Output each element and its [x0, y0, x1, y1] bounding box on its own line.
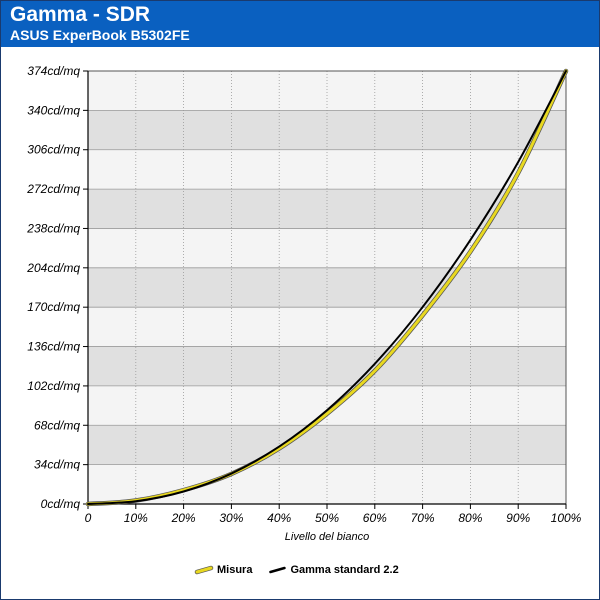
x-tick-label: 30%	[219, 511, 243, 525]
chart-header: Gamma - SDR ASUS ExperBook B5302FE	[1, 1, 599, 47]
y-tick-label: 374cd/mq	[27, 64, 80, 78]
x-tick-labels: 0 10% 20% 30% 40% 50% 60% 70% 80% 90% 100%	[85, 511, 582, 525]
y-tick-label: 68cd/mq	[34, 418, 80, 432]
x-axis-label: Livello del bianco	[285, 531, 369, 543]
x-tick-label: 0	[85, 511, 92, 525]
x-tick-label: 90%	[506, 511, 530, 525]
y-tick-label: 136cd/mq	[27, 340, 80, 354]
chart-subtitle: ASUS ExperBook B5302FE	[10, 27, 190, 43]
x-tick-label: 100%	[551, 511, 582, 525]
y-tick-label: 102cd/mq	[27, 379, 80, 393]
y-tick-label: 272cd/mq	[26, 182, 80, 196]
x-tick-label: 70%	[411, 511, 435, 525]
legend-label-gamma-standard-2-2: Gamma standard 2.2	[290, 564, 398, 576]
legend-swatch-gamma-standard-2-2	[269, 566, 286, 574]
y-tick-label: 306cd/mq	[27, 143, 80, 157]
series-line-misura	[86, 69, 568, 506]
plot-series	[85, 68, 569, 507]
y-tick-label: 0cd/mq	[41, 497, 81, 511]
chart-title: Gamma - SDR	[10, 3, 151, 26]
plot-axes	[83, 70, 567, 509]
chart-legend: Misura Gamma standard 2.2	[194, 564, 399, 576]
legend-label-misura: Misura	[217, 564, 253, 576]
legend-swatch-misura	[195, 566, 213, 574]
x-tick-label: 50%	[315, 511, 339, 525]
x-tick-label: 40%	[267, 511, 291, 525]
x-tick-label: 20%	[171, 511, 196, 525]
y-tick-label: 340cd/mq	[27, 103, 80, 117]
x-tick-label: 60%	[363, 511, 387, 525]
y-tick-label: 34cd/mq	[34, 458, 80, 472]
x-tick-label: 80%	[458, 511, 482, 525]
y-tick-label: 238cd/mq	[26, 221, 80, 235]
y-tick-label: 170cd/mq	[27, 300, 80, 314]
x-tick-label: 10%	[124, 511, 148, 525]
y-tick-labels: 0cd/mq 34cd/mq 68cd/mq 102cd/mq 136cd/mq 170c…	[26, 64, 80, 511]
y-tick-label: 204cd/mq	[26, 261, 80, 275]
series-line-gamma-standard-2-2	[87, 70, 567, 505]
